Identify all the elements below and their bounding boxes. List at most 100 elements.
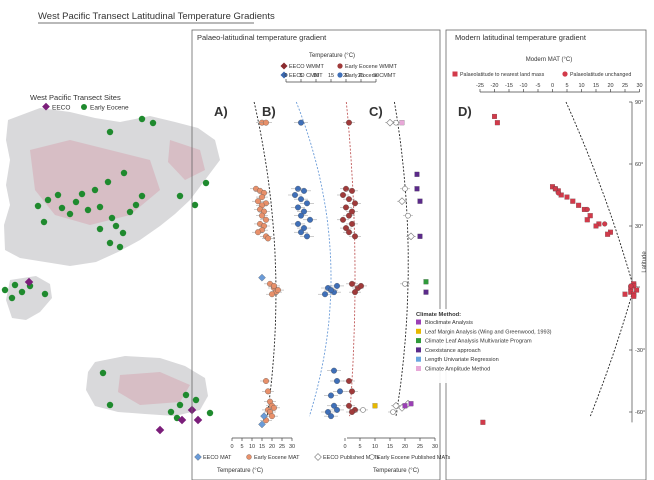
b-cmmt-point [307,216,313,223]
tick-label: 0 [343,444,346,450]
landmass-2 [6,276,52,320]
method-swatch [416,338,421,344]
tick-label: 5 [358,444,361,450]
tick-label: 0 [284,73,287,79]
tick-label: -10 [520,83,528,89]
site-early-eocene [106,128,114,136]
site-early-eocene [120,169,128,177]
palaeo-bottom-legend: EECO MAT Early Eocene MAT EECO Published M… [203,453,451,461]
d-nearest-landmass-point [593,223,599,229]
a-eeco-mat-point [260,412,268,420]
palaeo-top-legend: EECO WMMT Early Eocene WMMT EECO CMMT Early… [280,62,398,79]
site-early-eocene [176,192,184,200]
b-cmmt-point [322,291,328,298]
tick-label: 10 [249,444,255,450]
tick-label: -60° [635,410,645,416]
b-wmmt-point [343,185,349,192]
b-wmmt-point [349,280,355,287]
curve-b-wmmt [345,101,356,417]
method-swatch [416,328,421,334]
a-early-eocene-mat-point [263,216,269,223]
top-legend-label: Early Eocene WMMT [345,64,398,70]
map-legend-label: Early Eocene [90,105,129,112]
top-legend-marker [280,71,288,79]
palaeo-panel-frame [191,29,441,480]
c-method-marker [414,171,420,177]
modern-legend: Palaeolatitude to nearest land mass Palae… [452,71,631,78]
a-early-eocene-mat-point [255,229,261,236]
site-early-eocene [108,214,116,222]
d-nearest-landmass-point [622,291,628,297]
b-cmmt-point [301,187,307,194]
site-early-eocene [106,239,114,247]
b-wmmt-point [349,187,355,194]
a-early-eocene-mat-point [265,388,271,395]
b-cmmt-point [298,229,304,236]
b-wmmt-point [349,220,355,227]
a-early-eocene-mat-point [269,413,275,420]
climate-method-legend: Climate Method: Bioclimate Analysis Leaf M… [414,309,564,383]
c-published-point [407,232,415,241]
tick-label: 5 [565,83,568,89]
site-early-eocene [99,369,107,377]
top-legend-marker [337,72,343,78]
b-cmmt-point [334,282,340,289]
map-legend-label: EECO [52,105,70,112]
c-method-marker [417,233,423,239]
method-label: Coexistance approach [425,348,481,354]
c-method-marker [423,279,429,285]
modern-legend-label: Palaeolatitude unchanged [570,72,631,78]
tick-label: 10 [578,83,584,89]
site-early-eocene [116,243,124,251]
tick-label: -25 [476,83,484,89]
bottom-legend-marker [246,454,252,460]
tick-label: 25 [622,83,628,89]
panel-label-a: A) [214,104,228,119]
d-nearest-landmass-point [576,202,582,208]
c-method-marker [399,120,405,126]
site-early-eocene [8,294,16,302]
site-early-eocene [66,210,74,218]
tick-label: 60° [635,162,643,168]
tick-label: 90° [635,100,643,106]
d-unchanged-point [584,206,590,213]
a-early-eocene-mat-point [259,194,265,201]
palaeo-top-axis-label: Temperature (°C) [309,53,355,59]
tick-label: 20 [343,73,349,79]
method-legend-bg [414,309,564,383]
method-label: Leaf Margin Analysis (Wing and Greenwood… [425,329,552,335]
topography-shade-3 [168,140,205,180]
tick-label: 25 [417,444,423,450]
data-marks [194,113,640,461]
tick-label: 20 [402,444,408,450]
c-method-marker [408,401,414,407]
bottom-legend-marker [314,453,322,461]
site-early-eocene [104,178,112,186]
b-cmmt-point [334,406,340,413]
site-early-eocene [202,179,210,187]
a-early-eocene-mat-point [265,235,271,242]
a-early-eocene-mat-point [263,378,269,384]
site-eeco [24,277,34,287]
bottom-axis-label-left: Temperature (°C) [217,468,263,474]
site-early-eocene [1,286,9,294]
curve-c-published [393,101,409,417]
palaeo-title: Palaeo-latitudinal temperature gradient [197,33,327,42]
b-wmmt-point [346,378,352,384]
a-early-eocene-mat-point [269,291,275,298]
site-early-eocene [44,196,52,204]
tick-label: 5 [240,444,243,450]
c-method-marker [417,198,423,204]
d-nearest-landmass-point [480,419,486,425]
tick-label: 30 [636,83,642,89]
site-early-eocene [72,198,80,206]
b-wmmt-point [340,192,346,198]
a-early-eocene-mat-point [259,212,265,219]
b-cmmt-point [298,119,304,126]
b-wmmt-point [352,289,358,296]
method-swatch [416,356,421,362]
b-cmmt-point [331,402,337,409]
top-legend-marker [280,62,288,70]
site-early-eocene [58,204,66,212]
